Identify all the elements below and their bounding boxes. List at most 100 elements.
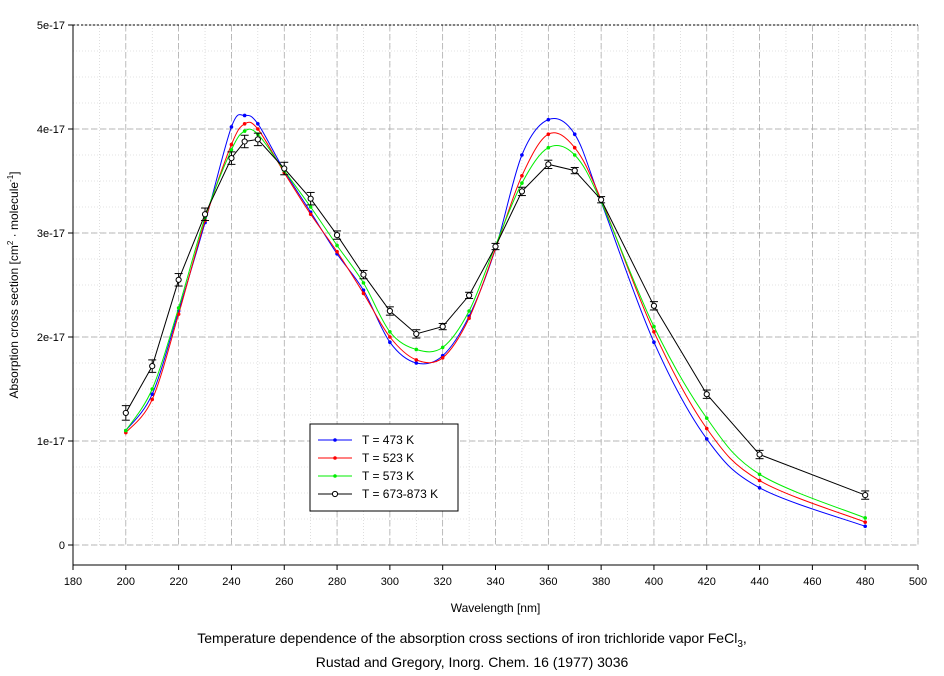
x-tick-label: 220 (169, 576, 187, 588)
legend-label: T = 573 K (362, 469, 414, 483)
data-point (520, 153, 524, 157)
data-point (150, 392, 155, 397)
y-axis-title-part: Absorption cross section [cm (7, 245, 21, 398)
y-axis-title-part: · molecule (7, 182, 21, 241)
x-tick-label: 440 (750, 576, 768, 588)
data-point (176, 306, 181, 310)
legend-swatch-marker (333, 438, 337, 442)
data-point (176, 312, 181, 316)
data-point (335, 249, 339, 254)
data-point (414, 347, 419, 352)
x-tick-label: 400 (645, 576, 663, 588)
data-point (757, 478, 762, 483)
caption-line-1: Temperature dependence of the absorption… (0, 630, 944, 650)
caption-subscript: 3 (737, 638, 743, 650)
data-point (229, 125, 234, 129)
y-tick-label: 3e-17 (37, 228, 65, 240)
data-point (414, 358, 419, 362)
y-tick-label: 0 (59, 540, 65, 552)
data-point (361, 281, 366, 285)
x-tick-label: 260 (275, 576, 293, 588)
data-point (598, 196, 605, 203)
data-point (149, 363, 156, 370)
x-tick-label: 200 (117, 576, 135, 588)
x-tick-label: 300 (381, 576, 399, 588)
data-point (518, 188, 526, 195)
data-point (863, 516, 867, 520)
x-tick-label: 280 (328, 576, 346, 588)
x-tick-label: 340 (486, 576, 504, 588)
data-point (545, 161, 552, 168)
data-point (863, 520, 867, 524)
data-point (308, 212, 313, 217)
data-point (757, 486, 762, 490)
data-point (572, 132, 577, 136)
data-point (229, 142, 234, 147)
data-point (413, 330, 420, 337)
data-point (704, 426, 709, 431)
data-point (256, 127, 260, 131)
legend-label: T = 523 K (362, 451, 414, 465)
x-tick-label: 500 (909, 576, 927, 588)
y-axis-title: Absorption cross section [cm2 · molecule… (6, 171, 21, 398)
data-point (546, 145, 551, 150)
x-tick-label: 420 (698, 576, 716, 588)
data-point (201, 211, 209, 218)
data-point (241, 138, 248, 145)
data-point (256, 122, 260, 126)
data-point (360, 271, 367, 278)
data-point (465, 292, 473, 299)
data-point (361, 291, 366, 296)
data-point (122, 409, 129, 417)
data-point (386, 307, 393, 315)
data-point (863, 524, 867, 529)
data-point (440, 356, 445, 360)
data-point (228, 155, 235, 162)
data-point (388, 340, 392, 345)
caption-punct: , (742, 630, 747, 646)
data-point (333, 231, 341, 239)
x-tick-label: 320 (434, 576, 452, 588)
data-point (652, 330, 656, 334)
legend-label: T = 473 K (362, 433, 414, 447)
series-1 (124, 113, 867, 529)
chart-legend: T = 473 K T = 523 K T = 573 K T = 673-873 K (309, 423, 459, 512)
legend-swatch-marker (333, 456, 337, 460)
x-tick-label: 180 (64, 576, 82, 588)
legend-label: T = 673-873 K (362, 487, 438, 501)
series-4 (121, 132, 870, 500)
y-tick-label: 4e-17 (37, 124, 65, 136)
data-point (242, 113, 247, 118)
data-point (440, 345, 445, 350)
data-point (467, 316, 471, 321)
data-point (703, 391, 710, 398)
data-point (439, 323, 446, 330)
x-tick-label: 240 (222, 576, 240, 588)
y-axis-title-part: ] (7, 171, 21, 174)
data-point (546, 132, 551, 136)
chart-series (121, 113, 870, 529)
legend-swatch-marker (333, 474, 337, 478)
y-axis-title-part: 2 (6, 240, 15, 245)
data-point (242, 122, 247, 126)
y-tick-label: 2e-17 (37, 332, 65, 344)
data-point (229, 148, 234, 152)
data-point (757, 472, 762, 477)
data-point (308, 205, 313, 209)
data-point (862, 491, 869, 499)
chart-axes: 180 200 220 240 260 280 300 320 340 360 380 400 420 4… (6, 20, 927, 615)
data-point (492, 243, 499, 250)
data-point (242, 129, 247, 133)
caption-line-2: Rustad and Gregory, Inorg. Chem. 16 (197… (315, 654, 629, 670)
data-point (704, 416, 709, 420)
data-point (388, 335, 392, 339)
data-point (150, 397, 155, 402)
caption-text: Temperature dependence of the absorption… (197, 630, 738, 646)
data-point (150, 387, 155, 391)
x-tick-label: 380 (592, 576, 610, 588)
data-point (281, 165, 288, 172)
data-point (546, 117, 551, 122)
y-axis-title-part: -1 (6, 174, 15, 182)
x-tick-label: 480 (856, 576, 874, 588)
series-3 (124, 128, 867, 520)
